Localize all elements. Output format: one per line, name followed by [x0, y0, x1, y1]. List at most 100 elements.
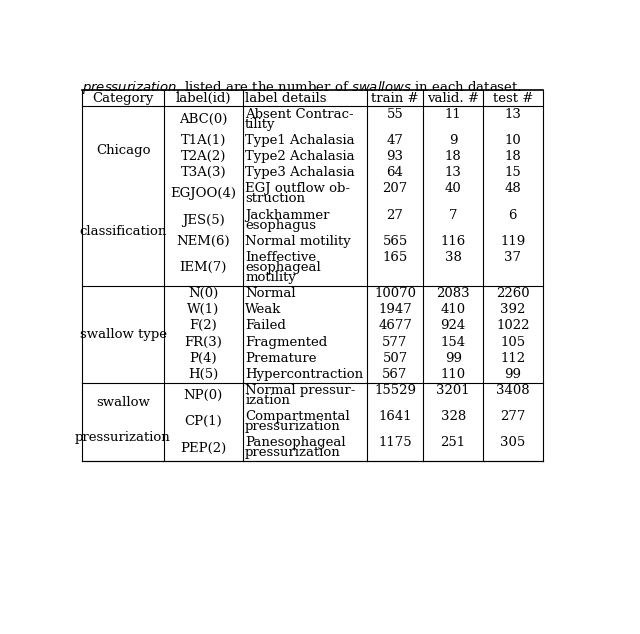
Text: 64: 64 — [387, 166, 403, 179]
Text: Weak: Weak — [245, 303, 282, 316]
Text: 1947: 1947 — [378, 303, 412, 316]
Text: Fragmented: Fragmented — [245, 335, 327, 349]
Text: 99: 99 — [445, 352, 461, 365]
Text: 112: 112 — [500, 352, 525, 365]
Text: Normal motility: Normal motility — [245, 235, 351, 248]
Text: Jackhammer: Jackhammer — [245, 209, 330, 221]
Text: NP(0): NP(0) — [184, 389, 223, 402]
Text: Normal: Normal — [245, 287, 296, 300]
Text: ization: ization — [245, 394, 290, 407]
Text: Hypercontraction: Hypercontraction — [245, 368, 364, 381]
Text: 277: 277 — [500, 410, 525, 424]
Text: W(1): W(1) — [187, 303, 220, 316]
Text: P(4): P(4) — [189, 352, 217, 365]
Text: 207: 207 — [383, 183, 408, 195]
Text: train #: train # — [371, 91, 419, 105]
Text: 37: 37 — [504, 251, 522, 264]
Text: Compartmental: Compartmental — [245, 410, 350, 424]
Text: 251: 251 — [440, 436, 466, 450]
Text: H(5): H(5) — [188, 368, 218, 381]
Text: $\it{pressurization}$, listed are the number of $\it{swallows}$ in each dataset.: $\it{pressurization}$, listed are the nu… — [83, 79, 522, 96]
Text: 119: 119 — [500, 235, 525, 248]
Text: 105: 105 — [500, 335, 525, 349]
Text: EGJOO(4): EGJOO(4) — [170, 188, 236, 200]
Text: pressurization: pressurization — [245, 420, 341, 433]
Text: pressurization: pressurization — [245, 446, 341, 460]
Text: PEP(2): PEP(2) — [180, 441, 227, 455]
Text: swallow: swallow — [96, 396, 150, 409]
Text: 18: 18 — [504, 150, 521, 163]
Text: 567: 567 — [382, 368, 408, 381]
Text: 305: 305 — [500, 436, 525, 450]
Text: 1641: 1641 — [378, 410, 412, 424]
Text: 55: 55 — [387, 108, 403, 120]
Text: NEM(6): NEM(6) — [177, 235, 230, 248]
Text: motility: motility — [245, 271, 296, 284]
Text: 10070: 10070 — [374, 287, 416, 300]
Text: 110: 110 — [440, 368, 466, 381]
Text: Type2 Achalasia: Type2 Achalasia — [245, 150, 355, 163]
Text: CP(1): CP(1) — [184, 415, 222, 429]
Text: T3A(3): T3A(3) — [180, 166, 226, 179]
Text: 9: 9 — [449, 134, 458, 147]
Text: FR(3): FR(3) — [184, 335, 222, 349]
Text: 577: 577 — [382, 335, 408, 349]
Text: 507: 507 — [383, 352, 408, 365]
Text: 13: 13 — [445, 166, 461, 179]
Text: 165: 165 — [383, 251, 408, 264]
Text: Premature: Premature — [245, 352, 317, 365]
Text: JES(5): JES(5) — [182, 214, 225, 226]
Text: label details: label details — [245, 91, 326, 105]
Text: Ineffective: Ineffective — [245, 251, 316, 264]
Text: 40: 40 — [445, 183, 461, 195]
Text: 38: 38 — [445, 251, 461, 264]
Text: IEM(7): IEM(7) — [180, 261, 227, 274]
Text: ABC(0): ABC(0) — [179, 113, 227, 126]
Text: 154: 154 — [440, 335, 466, 349]
Text: test #: test # — [493, 91, 533, 105]
Text: T2A(2): T2A(2) — [180, 150, 226, 163]
Text: 11: 11 — [445, 108, 461, 120]
Text: Normal pressur-: Normal pressur- — [245, 384, 355, 397]
Text: Panesophageal: Panesophageal — [245, 436, 346, 450]
Text: 10: 10 — [504, 134, 521, 147]
Text: esophageal: esophageal — [245, 261, 321, 274]
Text: 2260: 2260 — [496, 287, 530, 300]
Text: swallow type: swallow type — [79, 328, 166, 340]
Text: Chicago: Chicago — [96, 145, 150, 157]
Text: pressurization: pressurization — [75, 431, 171, 444]
Text: Category: Category — [92, 91, 154, 105]
Text: 6: 6 — [509, 209, 517, 221]
Text: 1022: 1022 — [496, 320, 529, 332]
Text: 410: 410 — [440, 303, 466, 316]
Text: 93: 93 — [387, 150, 404, 163]
Text: EGJ outflow ob-: EGJ outflow ob- — [245, 183, 350, 195]
Text: T1A(1): T1A(1) — [180, 134, 226, 147]
Text: 47: 47 — [387, 134, 403, 147]
Text: 13: 13 — [504, 108, 521, 120]
Text: 99: 99 — [504, 368, 522, 381]
Text: N(0): N(0) — [188, 287, 218, 300]
Text: 924: 924 — [440, 320, 466, 332]
Text: 3201: 3201 — [436, 384, 470, 397]
Text: 116: 116 — [440, 235, 466, 248]
Text: tility: tility — [245, 118, 276, 131]
Text: classification: classification — [79, 225, 166, 238]
Text: 392: 392 — [500, 303, 525, 316]
Text: Absent Contrac-: Absent Contrac- — [245, 108, 354, 120]
Text: 4677: 4677 — [378, 320, 412, 332]
Text: 15529: 15529 — [374, 384, 416, 397]
Text: 27: 27 — [387, 209, 403, 221]
Text: 328: 328 — [440, 410, 466, 424]
Text: 7: 7 — [449, 209, 458, 221]
Text: Type3 Achalasia: Type3 Achalasia — [245, 166, 355, 179]
Text: 3408: 3408 — [496, 384, 530, 397]
Text: Type1 Achalasia: Type1 Achalasia — [245, 134, 355, 147]
Text: F(2): F(2) — [189, 320, 217, 332]
Text: Failed: Failed — [245, 320, 286, 332]
Text: valid. #: valid. # — [427, 91, 479, 105]
Text: 2083: 2083 — [436, 287, 470, 300]
Text: struction: struction — [245, 192, 305, 205]
Text: 15: 15 — [504, 166, 521, 179]
Text: 18: 18 — [445, 150, 461, 163]
